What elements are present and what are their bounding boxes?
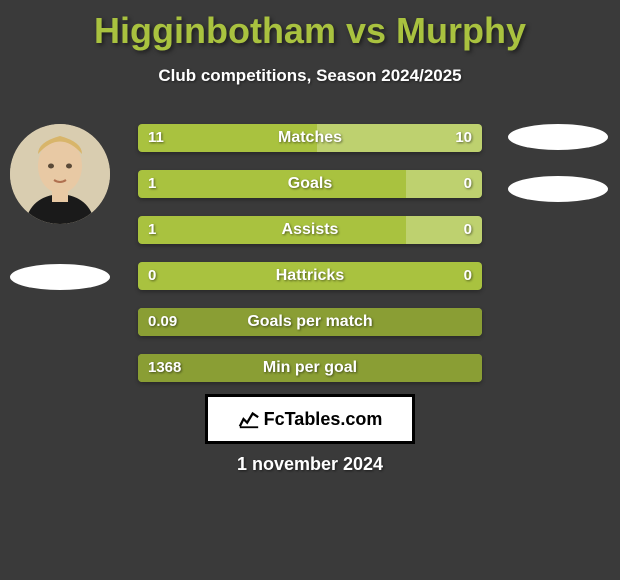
branding-badge: FcTables.com — [205, 394, 415, 444]
stat-row-gpm: 0.09 Goals per match — [138, 308, 482, 336]
stat-label-gpm: Goals per match — [138, 308, 482, 336]
chart-icon — [238, 408, 260, 430]
comparison-title: Higginbotham vs Murphy — [0, 0, 620, 52]
stat-row-goals: 1 Goals 0 — [138, 170, 482, 198]
stat-label-assists: Assists — [138, 216, 482, 244]
stat-right-matches: 10 — [455, 124, 472, 152]
stat-label-matches: Matches — [138, 124, 482, 152]
person-icon — [10, 124, 110, 224]
stat-right-assists: 0 — [464, 216, 472, 244]
stats-container: 11 Matches 10 1 Goals 0 1 Assists 0 0 Ha… — [138, 124, 482, 400]
stat-right-hattricks: 0 — [464, 262, 472, 290]
branding-text: FcTables.com — [264, 409, 383, 430]
player-right-name-pill-top — [508, 124, 608, 150]
player-right-block — [508, 124, 608, 202]
player-left-block — [10, 124, 110, 290]
player-left-avatar — [10, 124, 110, 224]
comparison-date: 1 november 2024 — [0, 454, 620, 475]
stat-label-mpg: Min per goal — [138, 354, 482, 382]
comparison-subtitle: Club competitions, Season 2024/2025 — [0, 66, 620, 86]
player-right-name-pill-bottom — [508, 176, 608, 202]
player-left-name-pill — [10, 264, 110, 290]
stat-row-mpg: 1368 Min per goal — [138, 354, 482, 382]
stat-row-assists: 1 Assists 0 — [138, 216, 482, 244]
stat-label-goals: Goals — [138, 170, 482, 198]
stat-right-goals: 0 — [464, 170, 472, 198]
stat-row-matches: 11 Matches 10 — [138, 124, 482, 152]
stat-label-hattricks: Hattricks — [138, 262, 482, 290]
stat-row-hattricks: 0 Hattricks 0 — [138, 262, 482, 290]
